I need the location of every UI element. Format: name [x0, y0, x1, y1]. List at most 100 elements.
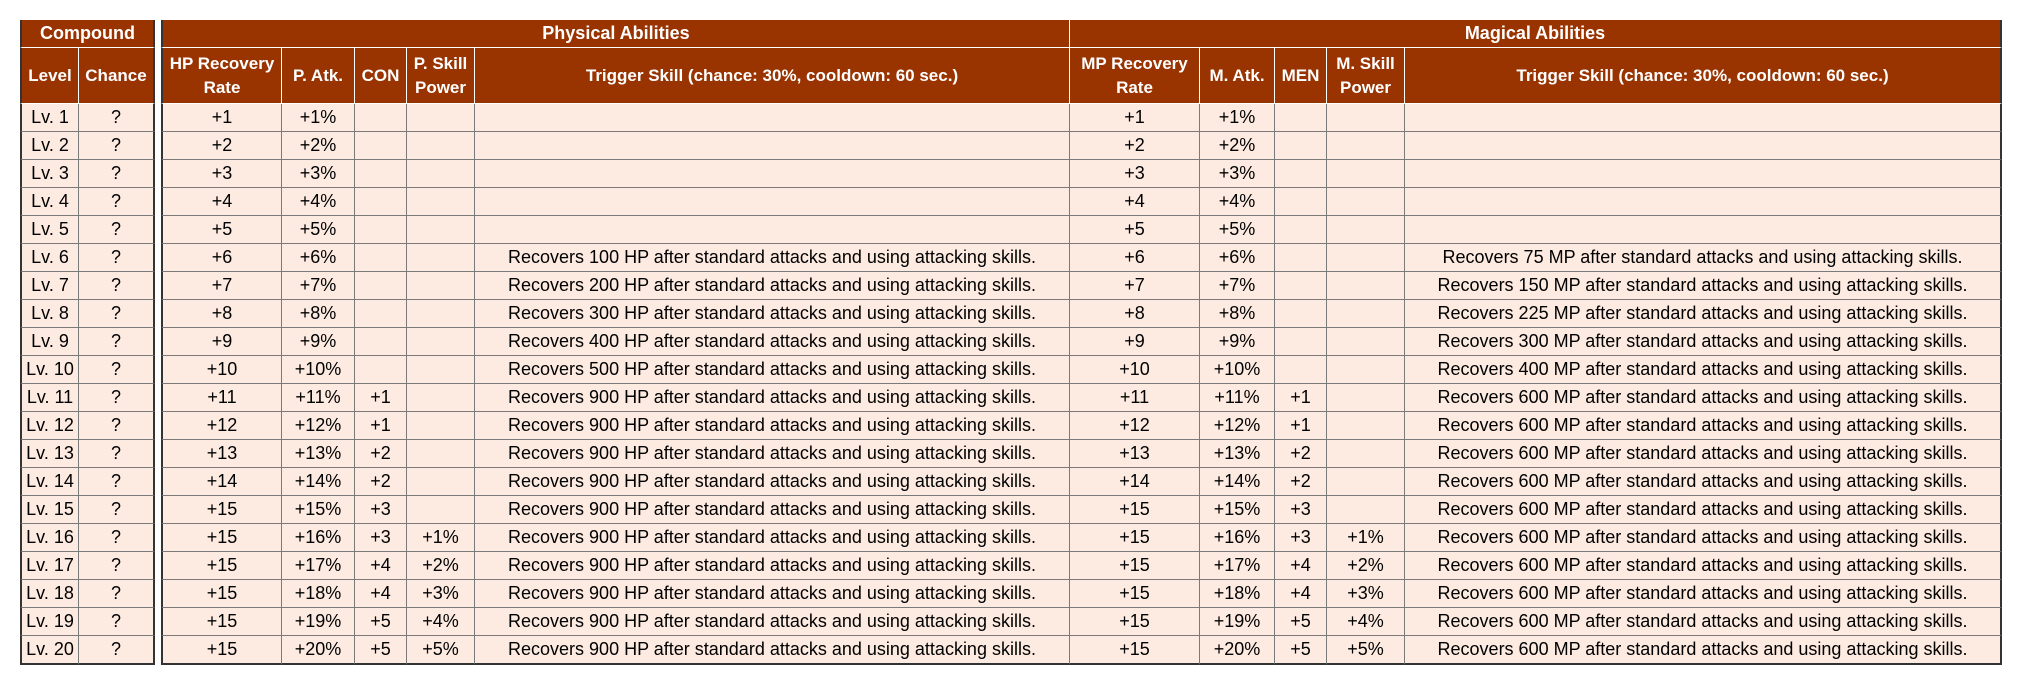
hp-recovery-cell: +7: [161, 272, 282, 300]
p-skill-power-cell: +2%: [407, 552, 475, 580]
table-row: Lv. 16? +15 +16% +3 +1% Recovers 900 HP after…: [20, 524, 2002, 552]
m-skill-power-cell: +4%: [1327, 608, 1405, 636]
m-atk-cell: +20%: [1200, 636, 1275, 665]
men-cell: +1: [1275, 384, 1327, 412]
hp-recovery-cell: +8: [161, 300, 282, 328]
con-cell: +5: [355, 636, 407, 665]
column-separator: [155, 524, 161, 552]
hp-recovery-cell: +15: [161, 636, 282, 665]
m-skill-power-cell: +5%: [1327, 636, 1405, 665]
con-cell: [355, 104, 407, 132]
magical-trigger-skill-cell: Recovers 600 MP after standard attacks a…: [1405, 608, 2002, 636]
p-atk-cell: +8%: [282, 300, 355, 328]
hp-recovery-cell: +14: [161, 468, 282, 496]
table-row: Lv. 9? +9 +9% Recovers 400 HP after standar…: [20, 328, 2002, 356]
mp-recovery-cell: +15: [1070, 552, 1200, 580]
men-cell: +4: [1275, 552, 1327, 580]
magical-trigger-skill-cell: Recovers 400 MP after standard attacks a…: [1405, 356, 2002, 384]
p-skill-power-cell: [407, 272, 475, 300]
con-cell: +1: [355, 412, 407, 440]
magical-trigger-skill-cell: Recovers 150 MP after standard attacks a…: [1405, 272, 2002, 300]
p-atk-cell: +2%: [282, 132, 355, 160]
p-atk-cell: +4%: [282, 188, 355, 216]
m-skill-power-cell: [1327, 496, 1405, 524]
con-cell: [355, 300, 407, 328]
physical-trigger-skill-cell: Recovers 900 HP after standard attacks a…: [475, 496, 1070, 524]
table-row: Lv. 1? +1 +1% +1 +1%: [20, 104, 2002, 132]
level-cell: Lv. 5: [20, 216, 79, 244]
con-cell: +2: [355, 468, 407, 496]
hp-recovery-cell: +10: [161, 356, 282, 384]
p-skill-power-cell: +5%: [407, 636, 475, 665]
p-atk-cell: +13%: [282, 440, 355, 468]
p-atk-cell: +3%: [282, 160, 355, 188]
p-skill-power-cell: [407, 412, 475, 440]
m-skill-power-cell: [1327, 300, 1405, 328]
men-cell: [1275, 188, 1327, 216]
chance-cell: ?: [79, 328, 155, 356]
level-cell: Lv. 14: [20, 468, 79, 496]
men-cell: [1275, 328, 1327, 356]
compound-table: Compound Physical Abilities Magical Abil…: [20, 20, 2002, 665]
m-skill-power-cell: [1327, 188, 1405, 216]
column-separator: [155, 104, 161, 132]
column-separator: [155, 48, 161, 104]
m-skill-power-cell: +3%: [1327, 580, 1405, 608]
physical-trigger-skill-cell: Recovers 900 HP after standard attacks a…: [475, 580, 1070, 608]
chance-cell: ?: [79, 216, 155, 244]
column-separator: [155, 468, 161, 496]
physical-trigger-skill-cell: Recovers 900 HP after standard attacks a…: [475, 412, 1070, 440]
mp-recovery-cell: +15: [1070, 580, 1200, 608]
p-skill-power-cell: [407, 300, 475, 328]
table-row: Lv. 20? +15 +20% +5 +5% Recovers 900 HP after…: [20, 636, 2002, 665]
m-skill-power-cell: [1327, 328, 1405, 356]
chance-cell: ?: [79, 132, 155, 160]
physical-trigger-skill-cell: Recovers 900 HP after standard attacks a…: [475, 384, 1070, 412]
mp-recovery-cell: +4: [1070, 188, 1200, 216]
con-cell: +2: [355, 440, 407, 468]
con-cell: +4: [355, 580, 407, 608]
magical-trigger-skill-cell: [1405, 188, 2002, 216]
con-header: CON: [355, 48, 407, 104]
p-skill-power-cell: [407, 328, 475, 356]
men-cell: +3: [1275, 524, 1327, 552]
column-separator: [155, 440, 161, 468]
men-cell: [1275, 300, 1327, 328]
hp-recovery-cell: +6: [161, 244, 282, 272]
m-atk-cell: +6%: [1200, 244, 1275, 272]
mp-recovery-cell: +15: [1070, 496, 1200, 524]
mp-recovery-cell: +6: [1070, 244, 1200, 272]
men-cell: +3: [1275, 496, 1327, 524]
hp-recovery-cell: +15: [161, 524, 282, 552]
magical-trigger-skill-cell: [1405, 216, 2002, 244]
m-skill-power-cell: +2%: [1327, 552, 1405, 580]
table-row: Lv. 11? +11 +11% +1 Recovers 900 HP after st…: [20, 384, 2002, 412]
physical-trigger-skill-cell: Recovers 400 HP after standard attacks a…: [475, 328, 1070, 356]
magical-abilities-header: Magical Abilities: [1070, 20, 2002, 48]
table-row: Lv. 6? +6 +6% Recovers 100 HP after standar…: [20, 244, 2002, 272]
m-atk-cell: +19%: [1200, 608, 1275, 636]
mp-recovery-cell: +14: [1070, 468, 1200, 496]
table-row: Lv. 12? +12 +12% +1 Recovers 900 HP after st…: [20, 412, 2002, 440]
m-atk-cell: +13%: [1200, 440, 1275, 468]
chance-cell: ?: [79, 552, 155, 580]
table-row: Lv. 4? +4 +4% +4 +4%: [20, 188, 2002, 216]
hp-recovery-cell: +12: [161, 412, 282, 440]
table-row: Lv. 17? +15 +17% +4 +2% Recovers 900 HP after…: [20, 552, 2002, 580]
column-separator: [155, 356, 161, 384]
table-row: Lv. 14? +14 +14% +2 Recovers 900 HP after st…: [20, 468, 2002, 496]
m-skill-power-cell: [1327, 160, 1405, 188]
level-header: Level: [20, 48, 79, 104]
p-skill-power-cell: +4%: [407, 608, 475, 636]
magical-trigger-skill-cell: Recovers 75 MP after standard attacks an…: [1405, 244, 2002, 272]
hp-recovery-cell: +15: [161, 496, 282, 524]
table-row: Lv. 13? +13 +13% +2 Recovers 900 HP after st…: [20, 440, 2002, 468]
column-separator: [155, 608, 161, 636]
men-cell: [1275, 104, 1327, 132]
level-cell: Lv. 1: [20, 104, 79, 132]
physical-trigger-skill-cell: [475, 160, 1070, 188]
m-atk-cell: +17%: [1200, 552, 1275, 580]
p-atk-cell: +7%: [282, 272, 355, 300]
men-cell: [1275, 244, 1327, 272]
magical-trigger-skill-cell: [1405, 132, 2002, 160]
